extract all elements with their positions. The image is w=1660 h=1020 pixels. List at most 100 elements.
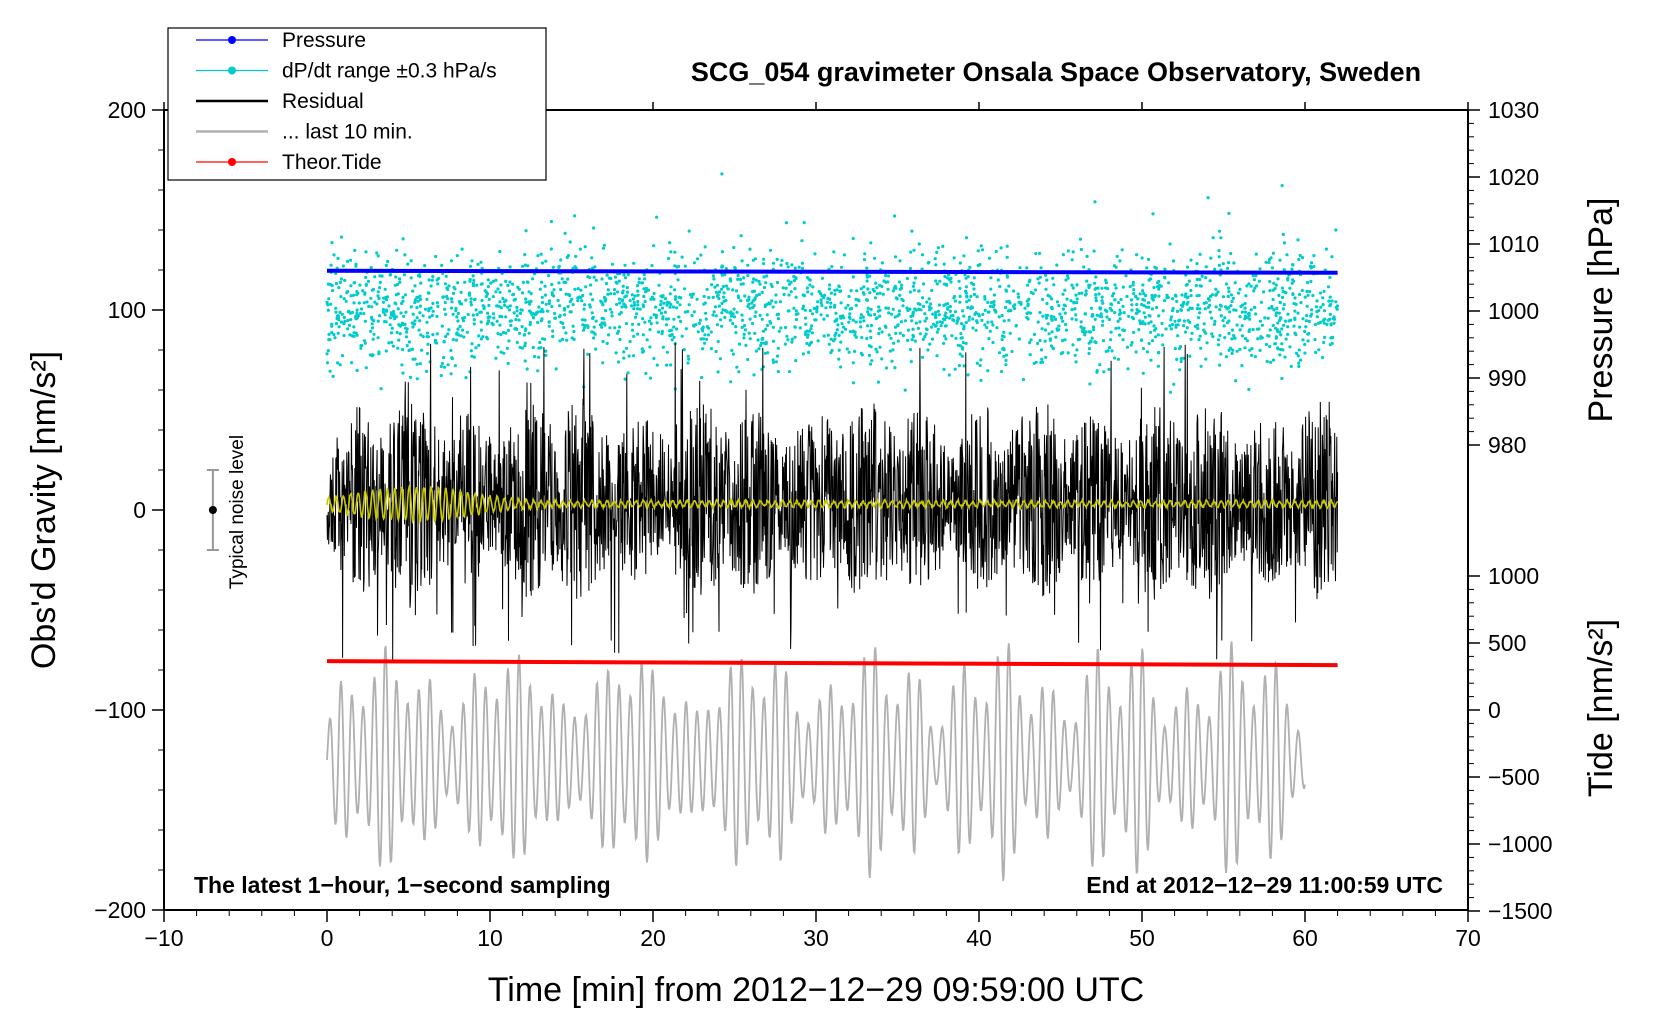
- dpdt-point: [355, 311, 359, 315]
- dpdt-point: [1306, 339, 1310, 343]
- dpdt-point: [1225, 282, 1229, 286]
- dpdt-point: [804, 322, 808, 326]
- dpdt-point: [330, 241, 334, 245]
- dpdt-point: [411, 325, 415, 329]
- dpdt-point: [765, 274, 769, 278]
- dpdt-point: [655, 321, 659, 325]
- dpdt-point: [903, 388, 907, 392]
- dpdt-point: [1059, 315, 1064, 319]
- dpdt-point: [339, 295, 343, 299]
- dpdt-point: [395, 248, 399, 252]
- dpdt-point: [405, 344, 409, 348]
- dpdt-point: [550, 282, 554, 287]
- dpdt-point: [401, 299, 405, 303]
- dpdt-point: [482, 305, 486, 309]
- dpdt-point: [463, 316, 467, 320]
- dpdt-point: [487, 297, 491, 301]
- dpdt-point: [720, 324, 724, 328]
- dpdt-point: [607, 333, 611, 337]
- dpdt-point: [408, 348, 412, 352]
- dpdt-point: [558, 339, 562, 343]
- dpdt-point: [1110, 349, 1114, 353]
- dpdt-point: [409, 375, 413, 379]
- dpdt-point: [425, 335, 429, 339]
- dpdt-point: [1075, 348, 1079, 352]
- dpdt-point: [739, 234, 743, 238]
- dpdt-point: [508, 304, 512, 308]
- dpdt-point: [961, 309, 965, 313]
- dpdt-point: [929, 306, 933, 310]
- dpdt-point: [1141, 283, 1145, 287]
- dpdt-point: [801, 304, 806, 308]
- dpdt-point: [563, 313, 567, 317]
- dpdt-point: [953, 310, 958, 314]
- dpdt-point: [1044, 355, 1048, 359]
- dpdt-point: [894, 331, 898, 335]
- dpdt-point: [869, 335, 873, 340]
- dpdt-point: [1169, 390, 1173, 394]
- dpdt-point: [518, 345, 522, 349]
- dpdt-point: [513, 327, 517, 331]
- dpdt-point: [398, 332, 402, 336]
- dpdt-point: [636, 303, 640, 307]
- dpdt-point: [383, 313, 387, 317]
- dpdt-point: [898, 293, 902, 297]
- dpdt-point: [621, 289, 625, 293]
- dpdt-point: [1280, 342, 1284, 346]
- dpdt-point: [1209, 294, 1213, 298]
- dpdt-point: [827, 287, 832, 291]
- dpdt-point: [391, 344, 395, 348]
- dpdt-point: [1100, 295, 1104, 299]
- dpdt-point: [426, 331, 430, 335]
- dpdt-point: [480, 298, 484, 303]
- dpdt-point: [399, 311, 403, 315]
- dpdt-point: [381, 300, 386, 304]
- dpdt-point: [654, 305, 658, 309]
- dpdt-point: [1109, 338, 1113, 342]
- dpdt-point: [960, 347, 965, 351]
- dpdt-point: [327, 332, 331, 336]
- dpdt-point: [678, 303, 682, 307]
- dpdt-point: [991, 305, 995, 309]
- dpdt-point: [1181, 304, 1185, 308]
- dpdt-point: [489, 281, 493, 285]
- y-tick-label: −100: [94, 697, 146, 723]
- dpdt-point: [965, 300, 969, 304]
- dpdt-point: [1093, 317, 1097, 321]
- dpdt-point: [1255, 284, 1259, 288]
- dpdt-point: [784, 286, 788, 290]
- dpdt-point: [1163, 299, 1167, 303]
- dpdt-point: [779, 326, 783, 330]
- dpdt-point: [832, 250, 836, 254]
- dpdt-point: [847, 350, 851, 354]
- dpdt-point: [1052, 315, 1056, 319]
- dpdt-point: [506, 328, 510, 333]
- dpdt-point: [1304, 319, 1309, 323]
- dpdt-point: [1196, 326, 1200, 331]
- dpdt-point: [450, 356, 454, 360]
- dpdt-point: [1152, 285, 1156, 290]
- dpdt-point: [1281, 232, 1285, 236]
- dpdt-point: [583, 303, 587, 307]
- chart-title: SCG_054 gravimeter Onsala Space Observat…: [691, 57, 1421, 87]
- dpdt-point: [508, 280, 512, 284]
- dpdt-point: [884, 306, 888, 310]
- dpdt-point: [543, 337, 547, 341]
- dpdt-point: [851, 236, 855, 241]
- dpdt-point: [680, 334, 684, 338]
- dpdt-point: [737, 296, 741, 300]
- dpdt-point: [764, 281, 768, 285]
- dpdt-point: [627, 354, 631, 358]
- dpdt-point: [413, 319, 417, 323]
- dpdt-point: [1008, 301, 1012, 305]
- dpdt-point: [1318, 291, 1323, 295]
- dpdt-point: [536, 369, 540, 373]
- dpdt-point: [983, 323, 987, 327]
- dpdt-point: [983, 295, 987, 299]
- dpdt-point: [540, 261, 545, 265]
- dpdt-point: [962, 254, 966, 258]
- dpdt-point: [439, 364, 443, 369]
- dpdt-point: [837, 357, 841, 361]
- dpdt-point: [531, 315, 535, 319]
- dpdt-point: [884, 325, 888, 329]
